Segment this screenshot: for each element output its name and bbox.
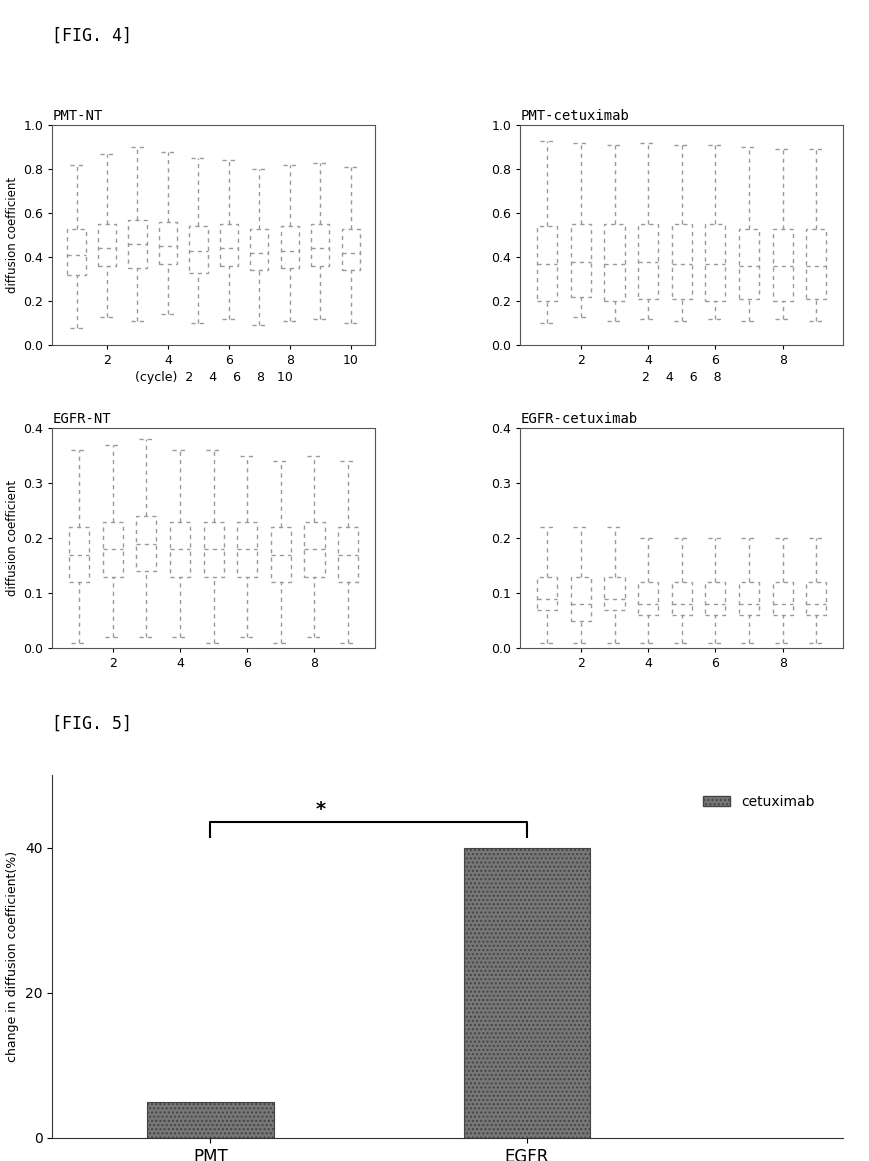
Bar [739, 582, 759, 615]
Bar [103, 521, 123, 577]
Bar [136, 517, 156, 571]
Bar [571, 577, 591, 621]
Bar [68, 229, 86, 275]
Text: PMT-cetuximab: PMT-cetuximab [521, 109, 629, 123]
Bar [463, 848, 590, 1138]
Text: PMT-NT: PMT-NT [52, 109, 103, 123]
Text: [FIG. 4]: [FIG. 4] [52, 27, 132, 44]
Bar [304, 521, 324, 577]
Bar [159, 222, 177, 264]
Bar [98, 224, 116, 266]
Bar [806, 229, 826, 300]
Bar [571, 224, 591, 297]
Bar [773, 229, 793, 301]
Bar [69, 527, 90, 582]
Bar [237, 521, 257, 577]
Bar [189, 226, 208, 273]
Bar [806, 582, 826, 615]
Bar [672, 582, 692, 615]
Bar [773, 582, 793, 615]
Bar [638, 224, 658, 300]
Bar [169, 521, 190, 577]
X-axis label: 2    4    6    8: 2 4 6 8 [641, 372, 721, 384]
Y-axis label: diffusion coefficient: diffusion coefficient [6, 178, 19, 294]
Bar [672, 224, 692, 300]
Text: *: * [316, 800, 326, 819]
Bar [203, 521, 223, 577]
Bar [311, 224, 329, 266]
Bar [604, 577, 625, 610]
Bar [604, 224, 625, 301]
Bar [281, 226, 299, 268]
Bar [638, 582, 658, 615]
X-axis label: (cycle)  2    4    6    8   10: (cycle) 2 4 6 8 10 [135, 372, 293, 384]
Bar [270, 527, 291, 582]
Bar [342, 229, 360, 271]
Text: EGFR-NT: EGFR-NT [52, 412, 110, 426]
Bar [338, 527, 358, 582]
Bar [220, 224, 238, 266]
Bar [705, 582, 726, 615]
Text: EGFR-cetuximab: EGFR-cetuximab [521, 412, 637, 426]
Bar [129, 219, 147, 268]
Bar [250, 229, 269, 271]
Y-axis label: change in diffusion coefficient(%): change in diffusion coefficient(%) [6, 851, 19, 1062]
Legend: cetuximab: cetuximab [697, 789, 820, 814]
Bar [537, 577, 557, 610]
Bar [537, 226, 557, 301]
Bar [705, 224, 726, 301]
Text: [FIG. 5]: [FIG. 5] [52, 714, 132, 733]
Bar [147, 1102, 274, 1138]
Y-axis label: diffusion coefficient: diffusion coefficient [6, 481, 19, 597]
Bar [739, 229, 759, 300]
